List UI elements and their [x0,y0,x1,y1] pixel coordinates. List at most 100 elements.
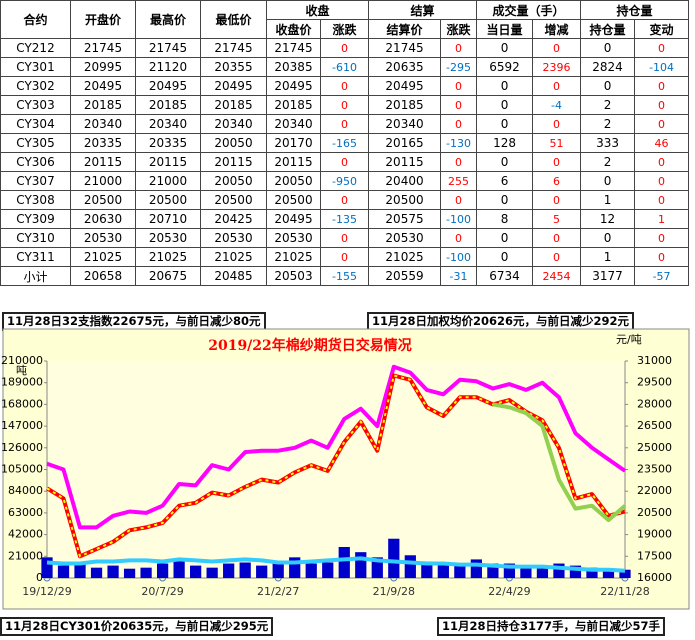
cell: 20185 [200,95,267,115]
volume-bar [586,567,598,578]
x-tick-label: 21/2/27 [257,585,299,598]
volume-bar [140,567,152,578]
y2-tick-label: 25000 [637,441,672,454]
y2-tick-label: 22000 [637,484,672,497]
x-tick-label: 20/7/29 [141,585,183,598]
cell: 20503 [266,266,321,286]
y-tick-label: 105000 [1,463,43,476]
cell: 20185 [135,95,201,115]
group-header: 成交量（手） [476,0,582,20]
volume-bar [305,563,317,578]
cell: 21025 [266,247,321,267]
volume-bar [602,568,615,578]
volume-bar [421,561,433,578]
cell: -100 [440,209,478,229]
volume-bar [404,555,416,578]
volume-bar [355,552,367,578]
cell: 20530 [368,228,442,248]
cell: 2824 [580,57,636,77]
cell: 20385 [266,57,321,77]
cell: 20495 [266,76,321,96]
series-line [46,364,627,530]
volume-bar [487,563,499,578]
y-tick-label: 21000 [8,549,43,562]
volume-bar [256,565,268,578]
volume-bar [536,565,549,578]
y-tick-label: 147000 [1,419,43,432]
cell: 20115 [70,152,136,172]
cell: 20530 [266,228,321,248]
y-tick-label: 168000 [1,397,43,410]
volume-bar [107,565,119,578]
cell: 128 [476,133,534,153]
column-header: 当日量 [476,19,534,39]
volume-bar [90,567,103,578]
note: 11月28日CY301价20635元，与前日减少295元 [0,617,274,636]
x-tick-label: 19/12/29 [22,585,71,598]
cell: 20335 [135,133,201,153]
y2-tick-label: 31000 [637,354,672,367]
cell: -155 [319,266,370,286]
cell: 21025 [368,247,442,267]
volume-bar [454,565,466,578]
y2-tick-label: 17500 [637,549,672,562]
volume-bar [388,538,400,578]
y-tick-label: 126000 [1,441,43,454]
y-tick-label: 210000 [1,354,43,367]
y-tick-label: 63000 [8,506,43,519]
cell: -4 [532,95,582,115]
cell: 20115 [135,152,201,172]
cell: 20165 [368,133,442,153]
y2-tick-label: 28000 [637,397,672,410]
volume-bar [41,557,53,578]
x-tick-label: 22/11/28 [600,585,649,598]
volume-bar [520,567,532,578]
cell: 20530 [135,228,201,248]
volume-bar [173,561,185,578]
volume-bar [123,568,136,578]
cell: CY303 [0,95,71,115]
column-header: 结算价 [368,19,442,39]
cell: 20530 [200,228,267,248]
cell: 20340 [200,114,267,134]
note: 11月28日持仓3177手，与前日减少57手 [437,617,666,636]
cell: 20340 [70,114,136,134]
cell: CY308 [0,190,71,210]
cell: 0 [532,114,582,134]
cell: 2396 [532,57,582,77]
y2-tick-label: 29500 [637,376,672,389]
volume-bar [239,562,251,578]
volume-bar [470,559,482,578]
series-line [46,556,626,573]
cell: 20115 [368,152,442,172]
data-table: 合约 开盘价 最高价 最低价 收盘 结算 成交量（手） 持仓量 收盘价 涨跌 结算价 涨跌 当日量 增减持… [0,0,690,286]
volume-bar [272,561,284,578]
column-header: 涨跌 [440,19,478,39]
cell: -31 [440,266,478,286]
y2-tick-label: 19000 [637,528,672,541]
y-tick-label: 84000 [8,484,43,497]
cell: 255 [440,171,478,191]
cell: 20635 [368,57,442,77]
volume-bar [569,565,582,578]
volume-bar [371,557,383,578]
column-header: 持仓量 [580,19,636,39]
volume-bar [437,562,449,578]
cell: 2454 [532,266,582,286]
volume-bar [190,565,202,578]
cell: -57 [634,266,690,286]
volume-bar [74,563,86,578]
group-header: 持仓量 [580,0,690,20]
volume-bar [553,563,565,578]
volume-bar [156,563,169,578]
cell: -100 [440,247,478,267]
volume-bar [223,563,235,578]
cell: 20185 [266,95,321,115]
cell: 0 [319,95,370,115]
cell: 21745 [368,38,442,58]
series-line-dash [46,374,626,558]
cell: -165 [319,133,370,153]
cell: 20500 [200,190,267,210]
y-tick-label: 189000 [1,376,43,389]
